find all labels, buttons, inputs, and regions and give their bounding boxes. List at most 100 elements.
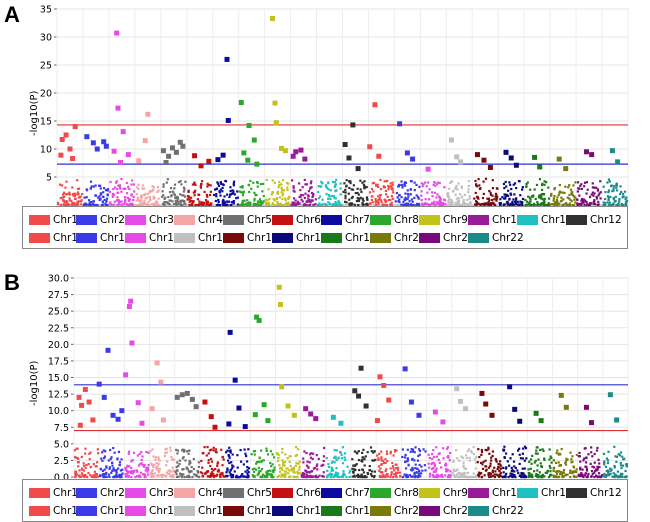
data-point [307, 199, 310, 203]
data-point [462, 461, 465, 464]
data-point [329, 475, 332, 479]
data-point [126, 196, 129, 200]
data-point [503, 445, 506, 448]
data-point [424, 198, 427, 201]
data-point [377, 458, 380, 462]
data-point [450, 180, 453, 184]
data-point [78, 187, 81, 190]
data-point [288, 195, 291, 198]
data-point [541, 201, 544, 205]
data-point [252, 475, 255, 478]
data-point [187, 190, 190, 194]
data-point [361, 198, 365, 201]
data-point [464, 471, 467, 474]
data-point [113, 469, 116, 472]
data-point [279, 202, 283, 205]
data-point [94, 472, 98, 476]
data-point [294, 475, 297, 479]
legend-swatch [29, 232, 50, 243]
data-point [336, 475, 340, 478]
data-point [187, 195, 190, 198]
data-point [614, 473, 617, 476]
data-point [130, 194, 133, 197]
data-point [79, 475, 83, 479]
data-point [235, 197, 238, 200]
data-point [196, 469, 199, 473]
data-point [529, 188, 532, 191]
data-point [373, 474, 376, 478]
data-point [150, 470, 154, 473]
data-point [546, 469, 549, 472]
data-point [168, 472, 171, 476]
data-point [332, 475, 335, 479]
data-point [76, 461, 80, 464]
legend-item-chr14: Chr14 [76, 231, 132, 244]
data-point [138, 202, 142, 205]
data-point [582, 475, 585, 479]
data-point [615, 455, 619, 458]
data-point [507, 201, 510, 205]
data-point [408, 200, 411, 203]
data-point [287, 201, 290, 204]
data-point [607, 189, 611, 192]
data-point [477, 473, 480, 476]
data-point [328, 195, 331, 198]
data-point [588, 202, 591, 205]
data-point [153, 472, 157, 475]
data-point [225, 451, 228, 454]
data-point [296, 200, 300, 203]
data-point [112, 467, 115, 471]
significant-point [232, 377, 238, 383]
data-point [141, 455, 144, 458]
significant-point [118, 159, 124, 165]
data-point [438, 196, 441, 199]
data-point [371, 182, 374, 185]
legend-swatch [223, 232, 244, 243]
data-point [413, 451, 416, 454]
data-point [127, 475, 130, 478]
data-point [563, 191, 566, 195]
data-point [116, 188, 119, 191]
data-point [252, 450, 255, 453]
data-point [406, 458, 409, 461]
data-point [592, 201, 596, 204]
data-point [576, 190, 579, 193]
data-point [105, 199, 108, 203]
data-point [606, 469, 609, 472]
data-point [227, 459, 230, 462]
data-point [187, 474, 190, 477]
data-point [240, 474, 243, 477]
data-point [169, 475, 172, 478]
data-point [521, 475, 525, 478]
data-point [263, 474, 266, 477]
data-point [188, 475, 191, 479]
data-point [185, 450, 189, 453]
data-point [199, 184, 202, 188]
data-point [559, 191, 562, 194]
data-point [593, 192, 596, 195]
data-point [169, 199, 172, 202]
significant-point [220, 152, 226, 158]
data-point [165, 464, 168, 467]
data-point [557, 475, 561, 478]
data-point [428, 475, 432, 478]
data-point [462, 464, 465, 467]
data-point [61, 193, 65, 196]
data-point [431, 202, 434, 205]
data-point [181, 475, 184, 479]
legend-label: Chr8 [394, 486, 419, 499]
data-point [276, 475, 279, 479]
data-point [623, 475, 626, 479]
data-point [369, 191, 372, 194]
significant-point [303, 406, 309, 412]
data-point [260, 459, 263, 462]
data-point [344, 452, 347, 455]
data-point [621, 464, 625, 467]
data-point [275, 197, 279, 200]
data-point [271, 469, 274, 472]
data-point [109, 458, 112, 461]
data-point [544, 471, 547, 474]
data-point [200, 459, 203, 463]
data-point [431, 195, 434, 198]
significant-point [556, 156, 562, 162]
